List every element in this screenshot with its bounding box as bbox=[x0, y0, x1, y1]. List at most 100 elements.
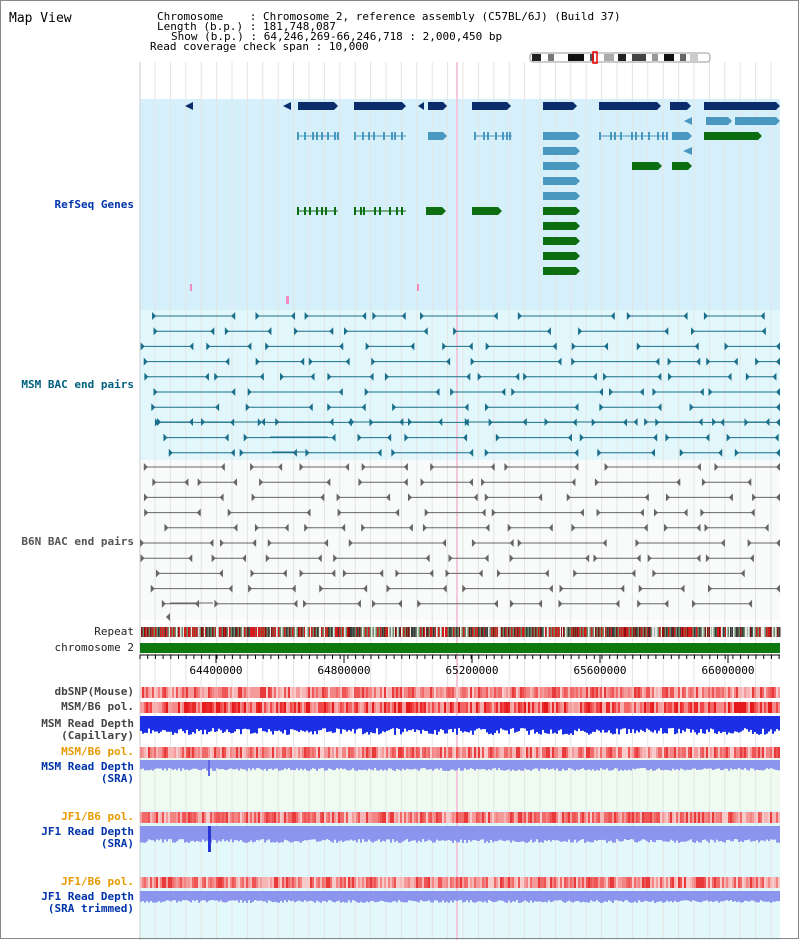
jf1-trimmed-depth-bar bbox=[640, 891, 642, 902]
msm-b6-pol-heat-cell bbox=[714, 702, 716, 713]
track-label-jf1-b6-pol-1[interactable]: JF1/B6 pol. bbox=[61, 810, 134, 823]
msm-bac-pair-end bbox=[592, 372, 597, 381]
track-label-msm-depth-capillary[interactable]: MSM Read Depth bbox=[41, 717, 134, 730]
gene-exon bbox=[391, 132, 393, 140]
msm-b6-pol-heat-cell bbox=[336, 702, 338, 713]
chromosome-ideogram[interactable] bbox=[529, 51, 711, 64]
jf1-sra-depth-bar bbox=[140, 826, 142, 843]
msm-b6-pol-2-heat-cell bbox=[714, 747, 716, 758]
jf1-b6-pol-heat-cell bbox=[416, 812, 418, 823]
dbsnp-heat-cell bbox=[560, 687, 562, 698]
dbsnp-heat-cell bbox=[476, 687, 478, 698]
jf1-b6-pol-heat-cell bbox=[404, 812, 406, 823]
jf1-b6-pol-heat-cell bbox=[768, 812, 770, 823]
track-label-repeat[interactable]: Repeat bbox=[94, 625, 134, 638]
msm-capillary-depth-bar bbox=[674, 716, 676, 735]
msm-b6-pol-heat-cell bbox=[572, 702, 574, 713]
jf1-b6-pol-2-heat-cell bbox=[176, 877, 178, 888]
jf1-b6-pol-2-heat-cell bbox=[458, 877, 460, 888]
msm-b6-pol-2-heat-cell bbox=[710, 747, 712, 758]
refseq-gene-features[interactable] bbox=[185, 102, 780, 304]
repeat-element bbox=[663, 627, 665, 637]
msm-capillary-depth-bar bbox=[754, 716, 756, 733]
track-label-msm-b6-pol-2[interactable]: MSM/B6 pol. bbox=[61, 745, 134, 758]
msm-capillary-depth-bar bbox=[164, 716, 166, 731]
msm-b6-pol-2-heat-cell bbox=[668, 747, 670, 758]
jf1-trimmed-depth-bar bbox=[724, 891, 726, 901]
track-label-refseq-genes[interactable]: RefSeq Genes bbox=[54, 198, 134, 211]
track-label-msm-depth-sra[interactable]: MSM Read Depth bbox=[41, 760, 134, 773]
jf1-b6-pol-2-heat-cell bbox=[192, 877, 194, 888]
msm-sra-depth-bar bbox=[770, 760, 772, 769]
msm-sra-depth-bar bbox=[308, 760, 310, 771]
msm-sra-depth-bar bbox=[540, 760, 542, 769]
msm-sra-depth-bar bbox=[228, 760, 230, 769]
track-label-b6n-bac[interactable]: B6N BAC end pairs bbox=[21, 535, 134, 548]
msm-capillary-depth-bar bbox=[700, 716, 702, 730]
msm-b6-pol-heat-cell bbox=[578, 702, 580, 713]
track-label-jf1-b6-pol-2[interactable]: JF1/B6 pol. bbox=[61, 875, 134, 888]
repeat-element bbox=[501, 627, 503, 637]
gene-arrow bbox=[283, 102, 291, 110]
gene-exon bbox=[334, 132, 336, 140]
jf1-sra-depth-bar bbox=[560, 826, 562, 842]
msm-bac-pair-end bbox=[442, 342, 447, 351]
gene-exon bbox=[304, 207, 306, 215]
msm-b6-pol-2-heat-cell bbox=[490, 747, 492, 758]
jf1-b6-pol-heat-cell bbox=[502, 812, 504, 823]
ideogram-band bbox=[652, 54, 658, 61]
jf1-trimmed-depth-bar bbox=[768, 891, 770, 902]
chromosome-bar[interactable] bbox=[140, 643, 780, 653]
track-label-dbsnp[interactable]: dbSNP(Mouse) bbox=[54, 685, 134, 698]
msm-b6-pol-2-heat-cell bbox=[414, 747, 416, 758]
b6n-bac-pair-end bbox=[484, 554, 489, 563]
msm-sra-depth-bar bbox=[724, 760, 726, 769]
track-label-msm-bac[interactable]: MSM BAC end pairs bbox=[21, 378, 134, 391]
heatmap-tracks[interactable] bbox=[140, 687, 780, 903]
jf1-trimmed-depth-bar bbox=[604, 891, 606, 902]
jf1-trimmed-depth-bar bbox=[410, 891, 412, 901]
msm-bac-pair-end bbox=[464, 418, 469, 426]
b6n-bac-pair-end bbox=[680, 584, 685, 593]
dbsnp-heat-cell bbox=[238, 687, 240, 698]
b6n-bac-features[interactable] bbox=[140, 463, 780, 621]
jf1-trimmed-depth-bar bbox=[140, 891, 142, 902]
msm-b6-pol-heat-cell bbox=[372, 702, 374, 713]
msm-sra-depth-bar bbox=[654, 760, 656, 771]
jf1-trimmed-depth-bar bbox=[360, 891, 362, 902]
msm-bac-pair-end bbox=[639, 388, 644, 396]
track-label-msm-b6-pol-1[interactable]: MSM/B6 pol. bbox=[61, 700, 134, 713]
jf1-b6-pol-2-heat-cell bbox=[464, 877, 466, 888]
msm-bac-pair-end bbox=[689, 403, 694, 412]
jf1-b6-pol-2-heat-cell bbox=[330, 877, 332, 888]
msm-b6-pol-2-heat-cell bbox=[754, 747, 756, 758]
track-label-jf1-depth-trimmed[interactable]: JF1 Read Depth bbox=[41, 890, 134, 903]
jf1-b6-pol-heat-cell bbox=[344, 812, 346, 823]
track-label-jf1-depth-sra[interactable]: JF1 Read Depth bbox=[41, 825, 134, 838]
b6n-bac-pair-end bbox=[324, 539, 329, 547]
msm-b6-pol-heat-cell bbox=[746, 702, 748, 713]
repeat-element bbox=[497, 627, 499, 637]
msm-capillary-depth-bar bbox=[640, 716, 642, 730]
track-label-chromosome[interactable]: chromosome 2 bbox=[54, 641, 134, 654]
msm-sra-depth-bar bbox=[656, 760, 658, 770]
jf1-b6-pol-2-heat-cell bbox=[412, 877, 414, 888]
msm-b6-pol-2-heat-cell bbox=[394, 747, 396, 758]
repeat-element bbox=[228, 627, 230, 637]
repeat-track-bar[interactable] bbox=[140, 627, 781, 637]
msm-b6-pol-2-heat-cell bbox=[374, 747, 376, 758]
jf1-trimmed-depth-bar bbox=[468, 891, 470, 903]
repeat-element bbox=[573, 627, 575, 637]
msm-capillary-depth-bar bbox=[380, 716, 382, 734]
jf1-sra-depth-bar bbox=[450, 826, 452, 841]
msm-sra-depth-bar bbox=[472, 760, 474, 769]
msm-capillary-depth-bar bbox=[392, 716, 394, 729]
msm-bac-features[interactable] bbox=[140, 312, 780, 457]
msm-sra-depth-bar bbox=[520, 760, 522, 771]
jf1-sra-depth-bar bbox=[438, 826, 440, 841]
repeat-element bbox=[585, 627, 587, 637]
msm-b6-pol-2-heat-cell bbox=[532, 747, 534, 758]
msm-sra-depth-bar bbox=[598, 760, 600, 771]
b6n-bac-pair-end bbox=[140, 539, 145, 547]
